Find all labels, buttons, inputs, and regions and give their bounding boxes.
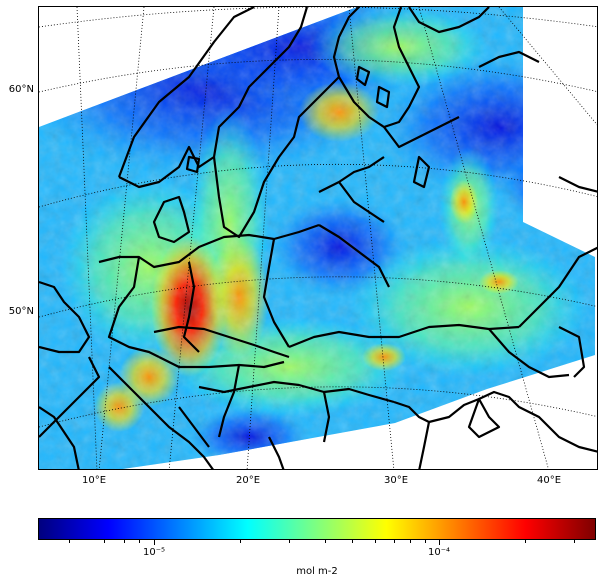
lat-label-50n: 50°N [8, 306, 34, 317]
colorbar-minor-tick [104, 540, 105, 543]
colorbar-minor-tick [425, 540, 426, 543]
colorbar-minor-tick [69, 540, 70, 543]
colorbar-minor-tick [525, 540, 526, 543]
lon-label-30e: 30°E [383, 475, 409, 486]
colorbar-minor-tick [139, 540, 140, 543]
colorbar-minor-tick [394, 540, 395, 543]
lon-label-20e: 20°E [235, 475, 261, 486]
colorbar-minor-tick [325, 540, 326, 543]
colorbar-minor-tick [410, 540, 411, 543]
lon-label-10e: 10°E [81, 475, 107, 486]
lat-label-60n: 60°N [8, 84, 34, 95]
graticule [39, 7, 597, 469]
coastlines [39, 7, 597, 469]
colorbar-minor-tick [124, 540, 125, 543]
colorbar [38, 518, 596, 540]
colorbar-tick-1e-4 [439, 540, 440, 545]
map-canvas [39, 7, 597, 469]
colorbar-minor-tick [375, 540, 376, 543]
map-panel [38, 6, 598, 470]
colorbar-minor-tick [289, 540, 290, 543]
colorbar-label-1e-4: 10⁻⁴ [427, 547, 450, 558]
colorbar-minor-tick [352, 540, 353, 543]
lon-label-40e: 40°E [536, 475, 562, 486]
colorbar-tick-1e-5 [154, 540, 155, 545]
colorbar-unit-label: mol m-2 [296, 566, 338, 577]
colorbar-minor-tick [574, 540, 575, 543]
colorbar-label-1e-5: 10⁻⁵ [142, 547, 165, 558]
colorbar-minor-tick [240, 540, 241, 543]
data-field [39, 7, 595, 469]
